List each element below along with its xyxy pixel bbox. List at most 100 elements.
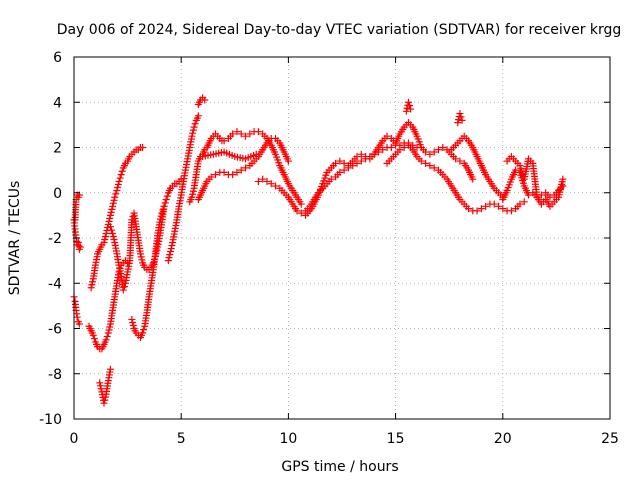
data-point-interp bbox=[112, 190, 120, 198]
data-point bbox=[111, 193, 119, 201]
data-point bbox=[272, 182, 280, 190]
data-point bbox=[158, 209, 166, 217]
data-point bbox=[237, 166, 245, 174]
data-point-interp bbox=[189, 187, 197, 195]
data-points bbox=[70, 94, 567, 407]
data-point bbox=[426, 162, 434, 170]
x-tick-label: 15 bbox=[387, 431, 405, 447]
series-track-o bbox=[302, 119, 477, 219]
data-point-interp bbox=[109, 232, 117, 240]
x-tick-label: 10 bbox=[279, 431, 297, 447]
series-track-b bbox=[70, 216, 84, 253]
chart-title: Day 006 of 2024, Sidereal Day-to-day VTE… bbox=[57, 22, 622, 38]
data-point-interp bbox=[108, 226, 116, 234]
data-point-interp bbox=[189, 126, 197, 134]
series-track-h bbox=[128, 175, 185, 342]
data-point-interp bbox=[101, 236, 109, 244]
data-point bbox=[246, 130, 254, 138]
data-point bbox=[357, 150, 365, 158]
data-point bbox=[383, 132, 391, 140]
data-point-interp bbox=[140, 326, 148, 334]
data-point bbox=[188, 193, 196, 201]
data-point bbox=[439, 144, 447, 151]
data-point bbox=[237, 130, 245, 138]
series-track-a bbox=[71, 191, 83, 224]
data-point bbox=[113, 186, 121, 194]
data-point bbox=[160, 202, 168, 210]
x-tick-label: 25 bbox=[601, 431, 619, 447]
data-point bbox=[96, 379, 104, 387]
data-point bbox=[73, 313, 81, 321]
series-track-g bbox=[106, 196, 170, 294]
data-point bbox=[482, 202, 490, 210]
data-point bbox=[188, 132, 196, 140]
data-point-interp bbox=[105, 217, 113, 225]
data-point-interp bbox=[191, 120, 199, 128]
data-point bbox=[267, 180, 275, 188]
data-point bbox=[233, 128, 241, 136]
data-point bbox=[106, 211, 114, 219]
data-point-interp bbox=[101, 393, 109, 401]
data-point bbox=[490, 200, 498, 208]
data-point bbox=[402, 107, 410, 115]
y-tick-label: -6 bbox=[48, 322, 62, 338]
data-point-interp bbox=[108, 205, 116, 213]
data-point-interp bbox=[110, 236, 118, 244]
data-point bbox=[525, 191, 533, 199]
data-point-interp bbox=[168, 242, 176, 250]
data-point bbox=[404, 98, 412, 106]
data-point bbox=[473, 207, 481, 215]
grid bbox=[74, 57, 610, 419]
data-point bbox=[106, 223, 114, 231]
series-track-p bbox=[383, 141, 528, 215]
data-point-interp bbox=[165, 254, 173, 262]
data-point bbox=[362, 153, 370, 161]
data-point bbox=[284, 157, 292, 165]
data-point-interp bbox=[189, 190, 197, 198]
data-point bbox=[128, 216, 136, 224]
data-point-interp bbox=[89, 278, 97, 286]
data-point bbox=[434, 146, 442, 154]
data-point bbox=[106, 365, 114, 373]
x-tick-label: 5 bbox=[177, 431, 186, 447]
data-point-interp bbox=[101, 232, 109, 240]
data-point-interp bbox=[129, 318, 137, 326]
data-point bbox=[87, 284, 95, 292]
data-point-interp bbox=[97, 385, 105, 393]
y-tick-label: -2 bbox=[48, 231, 62, 247]
data-point bbox=[407, 105, 415, 113]
data-point bbox=[357, 157, 365, 165]
data-point-interp bbox=[163, 192, 171, 200]
data-point-interp bbox=[103, 332, 111, 340]
data-point bbox=[426, 150, 434, 158]
data-point bbox=[220, 137, 228, 145]
series-track-i bbox=[164, 112, 202, 265]
data-point bbox=[495, 202, 503, 210]
data-point bbox=[166, 248, 174, 256]
data-point bbox=[220, 168, 228, 176]
data-point bbox=[340, 159, 348, 167]
data-point bbox=[454, 119, 462, 127]
data-point-interp bbox=[167, 245, 175, 253]
data-point bbox=[156, 218, 164, 226]
data-point bbox=[229, 171, 237, 179]
data-point bbox=[194, 112, 202, 120]
data-point bbox=[104, 329, 112, 337]
data-point bbox=[162, 196, 170, 204]
series-track-j bbox=[186, 128, 305, 208]
data-point bbox=[109, 202, 117, 210]
data-point bbox=[259, 175, 267, 183]
data-point-interp bbox=[137, 253, 145, 261]
data-point bbox=[336, 168, 344, 176]
data-point bbox=[546, 193, 554, 201]
data-point bbox=[212, 171, 220, 179]
data-point bbox=[139, 329, 147, 337]
data-point-interp bbox=[107, 208, 115, 216]
series-track-t bbox=[402, 98, 415, 115]
y-tick-label: 6 bbox=[53, 50, 62, 66]
data-point bbox=[353, 159, 361, 167]
data-point bbox=[119, 286, 127, 294]
data-point-interp bbox=[106, 323, 114, 331]
data-point bbox=[520, 198, 528, 206]
data-point-interp bbox=[118, 167, 126, 175]
